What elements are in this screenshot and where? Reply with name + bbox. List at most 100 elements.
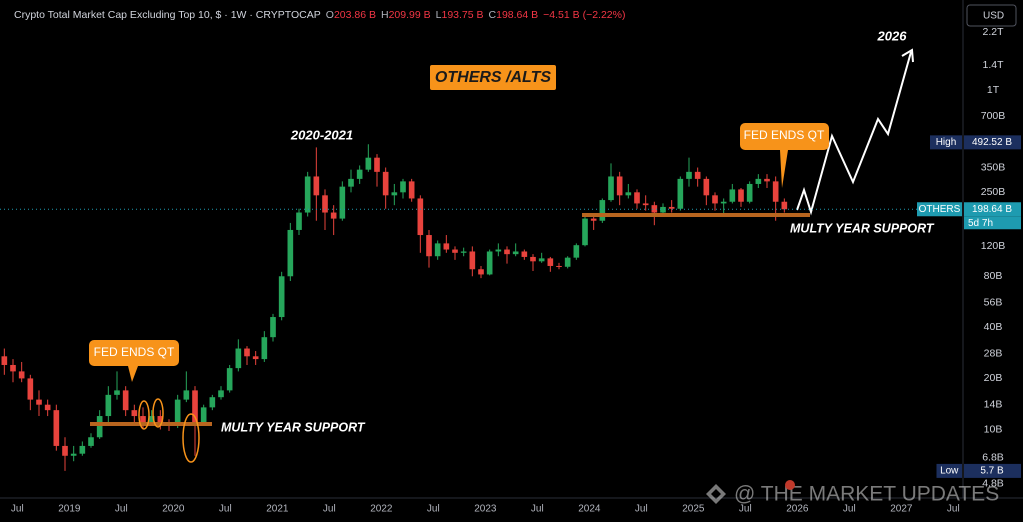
candle-body — [634, 192, 640, 204]
candle-body — [573, 245, 580, 258]
candle-body — [70, 453, 77, 456]
candle-body — [174, 399, 181, 426]
candle-body — [755, 178, 762, 184]
candle-body — [538, 258, 545, 262]
projection-arrowhead — [901, 48, 914, 63]
candle-body — [781, 201, 788, 210]
y-tick-label: 6.8B — [982, 452, 1004, 464]
symbol-header: Crypto Total Market Cap Excluding Top 10… — [14, 9, 625, 21]
candle-body — [694, 171, 701, 179]
candle-body — [547, 258, 554, 266]
candle-body — [677, 178, 684, 209]
y-tick-label: 700B — [981, 110, 1006, 122]
candle-body — [417, 198, 424, 236]
candle-body — [625, 192, 632, 196]
candle-body — [556, 265, 562, 267]
price-marker-box — [964, 135, 1021, 150]
x-tick-label: 2024 — [578, 504, 601, 515]
y-tick-label: 2.2T — [982, 26, 1004, 38]
candle-body — [209, 397, 216, 408]
x-tick-label: 2021 — [266, 504, 289, 515]
price-marker-name: High — [936, 137, 957, 148]
price-marker-name-box — [930, 135, 962, 150]
candle-body — [564, 257, 571, 267]
candle-body — [313, 176, 320, 196]
candle-body — [443, 243, 450, 250]
x-tick-label: Jul — [115, 504, 128, 515]
candle-body — [183, 390, 190, 400]
candle-body — [478, 269, 484, 275]
candle-body — [426, 235, 432, 257]
candle-body — [504, 249, 510, 255]
y-tick-label: 20B — [984, 372, 1003, 384]
candle-body — [339, 186, 346, 219]
candle-body — [105, 394, 112, 417]
y-tick-label: 40B — [984, 321, 1003, 333]
candle-body — [495, 249, 502, 252]
symbol-title: Crypto Total Market Cap Excluding Top 10… — [14, 9, 321, 21]
annotation-text: 2026 — [877, 28, 908, 43]
candle-body — [590, 218, 597, 221]
candle-body — [599, 200, 606, 221]
legend-label: L — [435, 9, 442, 21]
currency-button[interactable] — [966, 4, 1017, 27]
candle-body — [408, 181, 415, 199]
candle-body — [53, 410, 60, 446]
x-tick-label: 2027 — [890, 504, 913, 515]
highlight-ellipse — [152, 398, 164, 428]
x-tick-label: 2022 — [370, 504, 393, 515]
candle-body — [114, 390, 120, 395]
annotation-text: MULTY YEAR SUPPORT — [221, 420, 366, 434]
candle-body — [521, 251, 528, 257]
candle-body — [720, 201, 727, 204]
y-tick-label: 120B — [981, 240, 1006, 252]
candle-body — [148, 416, 155, 423]
candle-body — [460, 251, 467, 253]
x-tick-label: 2019 — [58, 504, 81, 515]
candle-body — [356, 169, 363, 179]
callout-box — [89, 340, 179, 382]
candle-body — [27, 378, 34, 400]
x-tick-label: 2023 — [474, 504, 497, 515]
candle-body — [365, 157, 372, 170]
candle-body — [330, 212, 337, 219]
candle-body — [304, 176, 311, 213]
projection-path — [796, 51, 912, 216]
candle-body — [452, 249, 458, 253]
headline-box — [430, 65, 556, 90]
watermark: @ THE MARKET UPDATES — [706, 483, 999, 506]
highlight-ellipse — [138, 400, 150, 430]
callout-text: FED ENDS QT — [94, 345, 175, 359]
x-tick-label: Jul — [219, 504, 232, 515]
candle-body — [686, 171, 692, 179]
y-tick-label: 14B — [984, 398, 1003, 410]
x-tick-label: 2026 — [786, 504, 809, 515]
event-icon — [785, 480, 795, 490]
candle-body — [131, 410, 138, 417]
y-tick-label: 1.4T — [982, 59, 1004, 71]
legend-label: H — [381, 9, 389, 21]
candle-body — [218, 390, 224, 398]
currency-label[interactable]: USD — [983, 11, 1004, 22]
price-marker-name: OTHERS — [919, 204, 961, 215]
x-tick-label: Jul — [843, 504, 856, 515]
candle-body — [530, 256, 536, 262]
y-tick-label: 56B — [984, 296, 1003, 308]
candle-body — [287, 229, 294, 277]
candle-body — [668, 206, 675, 209]
candle-body — [96, 416, 103, 438]
candle-body — [772, 181, 779, 202]
candle-body — [252, 356, 259, 360]
candle-body — [278, 276, 285, 318]
x-tick-label: 2020 — [162, 504, 185, 515]
legend-value: 198.64 B — [496, 9, 539, 21]
candle-body — [434, 243, 441, 257]
countdown: 5d 7h — [968, 218, 993, 229]
candle-body — [582, 218, 588, 246]
price-marker-value: 5.7 B — [980, 466, 1004, 477]
candle-body — [374, 157, 380, 172]
price-marker-box — [964, 463, 1021, 478]
candle-body — [660, 206, 666, 213]
